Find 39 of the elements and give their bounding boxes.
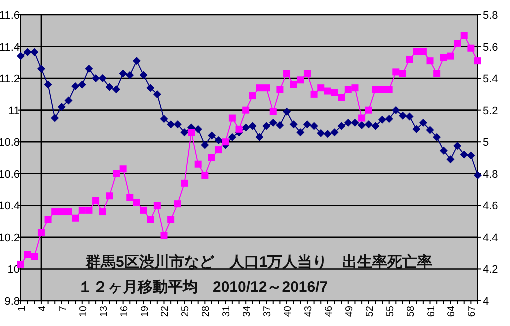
annotation: １２ヶ月移動平均 2010/12～2016/7 [78, 279, 328, 296]
x-tick-label: 28 [201, 306, 212, 318]
annotation: 群馬5区渋川市など 人口1万人当り 出生率死亡率 [85, 253, 433, 271]
x-tick-label: 16 [119, 306, 130, 318]
x-tick-label: 52 [364, 306, 376, 318]
x-tick-label: 64 [446, 306, 458, 318]
x-tick-label: 43 [303, 306, 314, 318]
y2-tick-label: 4.4 [483, 232, 498, 244]
y-tick-label: 9.8 [4, 296, 20, 308]
y2-tick-label: 5.8 [483, 10, 498, 22]
x-tick-label: 58 [406, 306, 417, 318]
x-tick-label: 7 [58, 306, 69, 312]
y2-tick-label: 5.2 [483, 105, 498, 118]
y-tick-label: 11 [8, 105, 20, 118]
x-tick-label: 46 [324, 306, 335, 318]
x-tick-label: 61 [426, 306, 438, 318]
x-tick-label: 34 [242, 306, 254, 318]
x-tick-label: 40 [283, 306, 294, 318]
y2-tick-label: 5 [483, 137, 490, 150]
y-tick-label: 11.4 [0, 42, 20, 54]
y2-tick-label: 5.4 [483, 74, 498, 86]
x-tick-label: 19 [140, 306, 151, 318]
x-tick-label: 22 [160, 306, 172, 318]
x-tick-label: 10 [78, 306, 90, 318]
y-tick-label: 11.2 [0, 74, 20, 86]
y2-tick-label: 5.6 [483, 42, 498, 54]
x-tick-label: 49 [344, 306, 356, 318]
x-tick-label: 67 [467, 306, 478, 318]
x-tick-label: 37 [262, 306, 274, 318]
x-tick-label: 25 [180, 306, 192, 318]
x-tick-label: 1 [17, 306, 28, 312]
x-tick-label: 31 [222, 306, 233, 318]
y2-tick-label: 4.6 [483, 200, 498, 213]
y-tick-label: 11.6 [0, 10, 20, 22]
x-tick-label: 13 [98, 306, 110, 318]
x-tick-label: 55 [385, 306, 396, 318]
y2-tick-label: 4.8 [483, 168, 498, 181]
y2-tick-label: 4.2 [483, 264, 498, 276]
x-tick-label: 4 [37, 306, 48, 312]
